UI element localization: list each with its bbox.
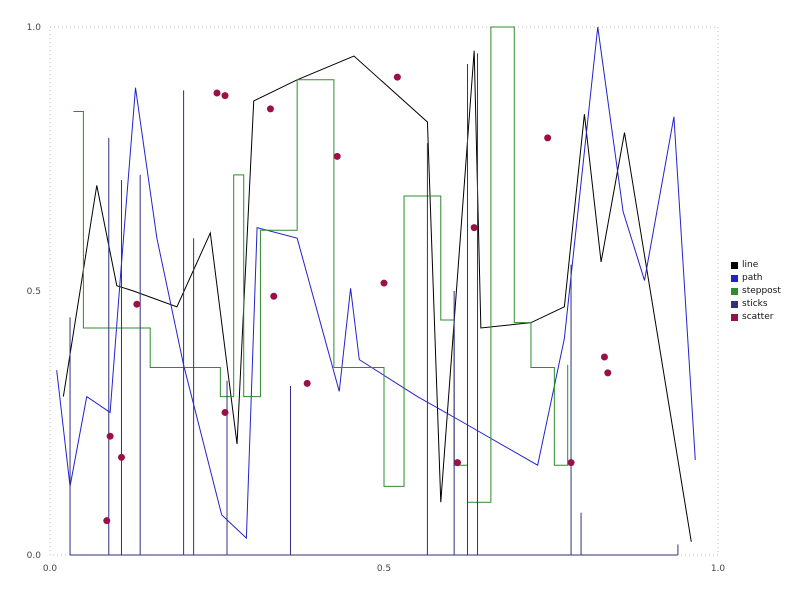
legend-swatch-path xyxy=(731,274,738,282)
legend-label-sticks: sticks xyxy=(742,299,768,309)
y-tick-label: 1.0 xyxy=(27,23,42,33)
x-tick-label: 0.5 xyxy=(377,564,391,574)
plot-border xyxy=(49,26,719,556)
y-tick-label: 0.0 xyxy=(27,551,42,561)
series-path xyxy=(56,26,696,540)
series-steppost xyxy=(73,26,569,503)
series-line xyxy=(62,50,692,542)
legend-swatch-sticks xyxy=(731,300,738,308)
legend-swatch-scatter xyxy=(731,313,738,321)
legend-label-steppost: steppost xyxy=(742,286,781,296)
legend-item-line: line xyxy=(731,260,781,270)
legend-label-line: line xyxy=(742,260,759,270)
legend-label-path: path xyxy=(742,273,763,283)
legend-item-path: path xyxy=(731,273,781,283)
legend: line path steppost sticks scatter xyxy=(731,260,781,322)
legend-item-steppost: steppost xyxy=(731,286,781,296)
legend-label-scatter: scatter xyxy=(742,312,774,322)
x-tick-label: 0.0 xyxy=(43,564,58,574)
legend-item-sticks: sticks xyxy=(731,299,781,309)
legend-swatch-line xyxy=(731,261,738,269)
x-tick-label: 1.0 xyxy=(711,564,726,574)
series-scatter xyxy=(103,73,612,525)
series-sticks xyxy=(69,53,679,556)
y-tick-label: 0.5 xyxy=(27,287,41,297)
legend-swatch-steppost xyxy=(731,287,738,295)
legend-item-scatter: scatter xyxy=(731,312,781,322)
